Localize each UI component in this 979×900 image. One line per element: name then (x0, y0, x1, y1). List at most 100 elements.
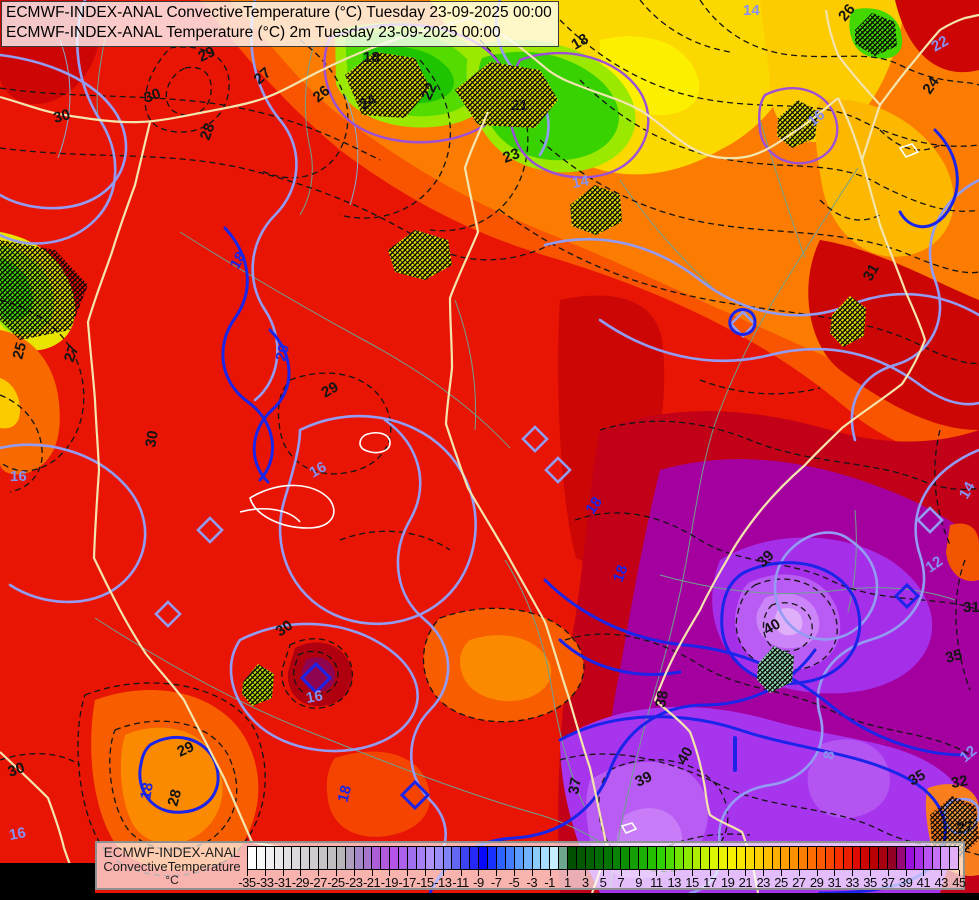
contour-label: 18 (137, 781, 157, 800)
colorbar-tick (745, 870, 747, 876)
colorbar-cell (301, 847, 311, 869)
colorbar-tick (264, 870, 266, 876)
colorbar-cell (372, 847, 382, 869)
colorbar-cell (550, 847, 560, 869)
colorbar-cell (541, 847, 551, 869)
colorbar-tick (638, 870, 640, 876)
tick-label: 29 (809, 875, 824, 890)
contour-label: 16 (305, 687, 324, 707)
contour-label: 18 (582, 494, 605, 517)
colorbar-tick (656, 870, 658, 876)
colorbar-cell (781, 847, 791, 869)
colorbar-cell (523, 847, 533, 869)
contour-label: 30 (142, 429, 162, 448)
tick-label: 7 (617, 875, 625, 890)
contour-label: 40 (674, 744, 697, 767)
colorbar-cell (328, 847, 337, 869)
legend-text-block: ECMWF-INDEX-ANAL ConvectiveTemperature °… (97, 843, 247, 888)
tick-label: -29 (291, 875, 310, 890)
colorbar-cell (568, 847, 577, 869)
contour-label: 18 (610, 563, 632, 584)
contour-label: 39 (633, 768, 655, 790)
colorbar-cell (399, 847, 409, 869)
colorbar-cell (381, 847, 391, 869)
colorbar-cell (888, 847, 898, 869)
tick-label: 13 (667, 875, 681, 890)
colorbar-tick (959, 870, 960, 876)
contour-label: 29 (196, 43, 218, 65)
colorbar-tick (870, 870, 871, 876)
tick-label: 41 (916, 875, 931, 890)
colorbar-tick (407, 870, 409, 876)
tick-label: 17 (703, 875, 717, 890)
colorbar-cell (416, 847, 426, 869)
colorbar-cell (772, 847, 782, 869)
colorbar-tick (371, 870, 373, 876)
colorbar-cell (905, 847, 915, 869)
tick-label: -5 (508, 875, 520, 890)
colorbar-tick (478, 870, 480, 876)
tick-label: -1 (544, 875, 555, 890)
colorbar-tick (442, 870, 444, 876)
colorbar-cell (736, 847, 746, 869)
colorbar-cell (425, 847, 435, 869)
colorbar-cell (594, 847, 604, 869)
tick-label: -33 (256, 875, 274, 890)
colorbar-cell (941, 847, 951, 869)
tick-label: 43 (934, 875, 948, 890)
colorbar-cell (763, 847, 773, 869)
colorbar-cell (470, 847, 480, 869)
colorbar-cell (843, 847, 853, 869)
tick-label: 37 (881, 875, 895, 890)
colorbar-cell (665, 847, 675, 869)
contour-label: 16 (8, 824, 27, 844)
colorbar-ticks (247, 870, 960, 876)
colorbar-cell (808, 847, 817, 869)
tick-label: -23 (345, 875, 363, 890)
contour-label: 27 (61, 343, 83, 364)
colorbar (247, 846, 959, 870)
colorbar-cell (728, 847, 737, 869)
title-line-convective: ECMWF-INDEX-ANAL ConvectiveTemperature (… (6, 4, 552, 21)
colorbar-cell (719, 847, 729, 869)
tick-label: -3 (526, 875, 538, 890)
colorbar-cell (274, 847, 284, 869)
colorbar-cell (861, 847, 871, 869)
colorbar-cell (897, 847, 906, 869)
contour-label: 22 (418, 80, 440, 102)
contour-label: 40 (761, 615, 784, 638)
legend-unit: °C (165, 872, 179, 887)
colorbar-cell (914, 847, 924, 869)
colorbar-cell (630, 847, 640, 869)
colorbar-cell (292, 847, 302, 869)
tick-label: -19 (380, 875, 399, 890)
colorbar-cell (656, 847, 666, 869)
colorbar-cell (950, 847, 959, 869)
tick-label: 23 (756, 875, 770, 890)
colorbar-cell (434, 847, 444, 869)
contour-label: 18 (363, 49, 380, 66)
colorbar-cell (248, 847, 257, 869)
legend-panel: ECMWF-INDEX-ANAL ConvectiveTemperature °… (95, 841, 966, 890)
colorbar-tick (923, 870, 925, 876)
colorbar-tick-labels: -35 -33 -31 -29 -27 -25 -23 -21 -19 -17 -15 -13 -11-… (238, 875, 966, 890)
colorbar-cell (488, 847, 497, 869)
colorbar-cell (825, 847, 835, 869)
contour-label: 29 (175, 738, 197, 760)
colorbar-cell (799, 847, 809, 869)
colorbar-tick (549, 870, 551, 876)
colorbar-tick (300, 870, 302, 876)
colorbar-tick (709, 870, 711, 876)
tick-label: -17 (398, 875, 417, 890)
tick-label: 33 (845, 875, 859, 890)
contour-label: 32 (950, 772, 969, 792)
colorbar-cell (310, 847, 320, 869)
contour-label: 35 (906, 766, 929, 789)
contour-label: 14 (743, 2, 760, 19)
colorbar-tick (460, 870, 462, 876)
colorbar-cell (532, 847, 542, 869)
tick-label: 39 (898, 875, 913, 890)
colorbar-cell (408, 847, 417, 869)
colorbar-cell (852, 847, 862, 869)
